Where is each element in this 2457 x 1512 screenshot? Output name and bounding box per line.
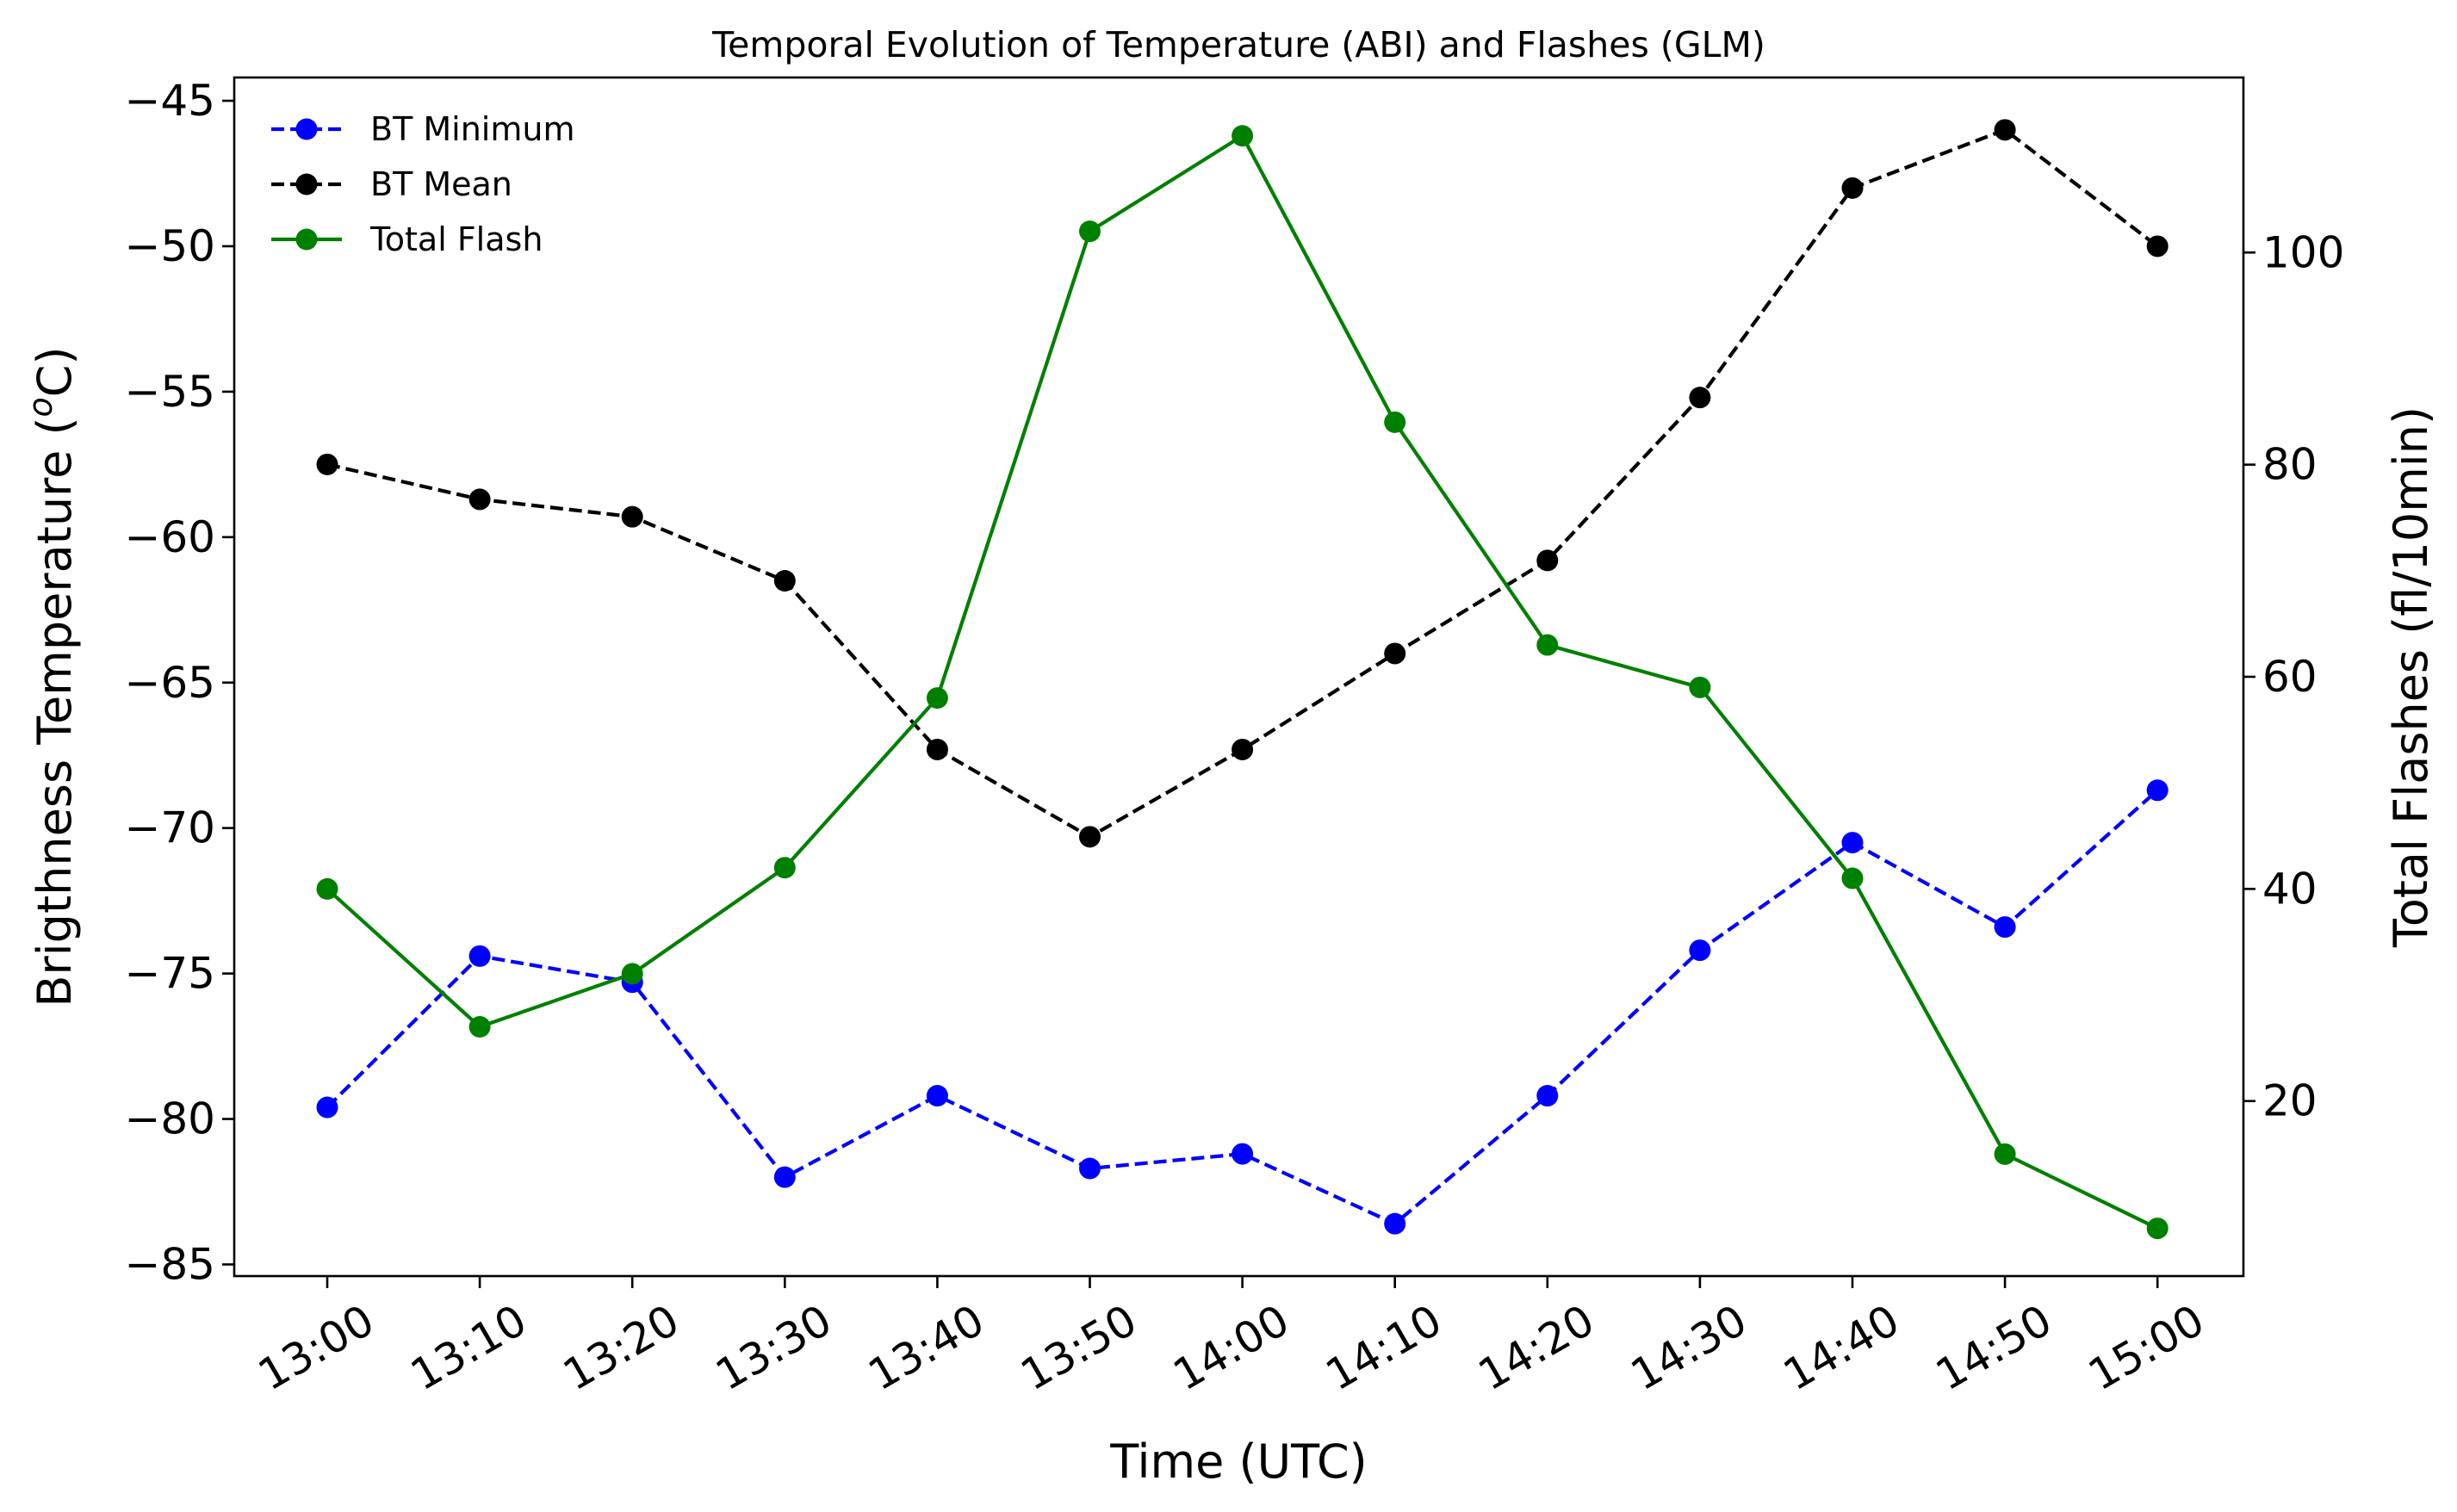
data-point: [468, 945, 491, 967]
data-point: [1841, 832, 1864, 854]
data-point: [316, 877, 338, 900]
y-left-tick-label: −45: [124, 76, 215, 126]
series-line: [326, 127, 2159, 839]
y-axis-left-label-base: Brigthness Temperature (: [28, 417, 82, 1007]
data-point: [926, 738, 948, 760]
data-point: [1079, 826, 1101, 848]
legend-item: BT Mean: [271, 165, 512, 203]
y-right-tick-label: 100: [2262, 227, 2344, 277]
y-axis-right: 20 40 60 80 100: [2243, 227, 2344, 1126]
x-tick-label: 14:30: [1622, 1295, 1755, 1400]
x-tick-label: 14:20: [1470, 1295, 1603, 1400]
legend-label: BT Minimum: [370, 110, 574, 148]
series-bt-mean: [316, 119, 2168, 848]
y-left-tick-label: −75: [124, 949, 215, 999]
data-point: [773, 570, 796, 592]
y-left-tick-label: −65: [124, 658, 215, 708]
x-tick-label: 14:50: [1927, 1295, 2060, 1400]
data-point: [1689, 939, 1711, 962]
data-point: [773, 1166, 796, 1188]
y-left-tick-label: −80: [124, 1094, 215, 1144]
data-point: [316, 453, 338, 475]
x-tick-label: 14:40: [1775, 1295, 1908, 1400]
y-left-tick-label: −55: [124, 367, 215, 417]
y-right-tick-label: 20: [2262, 1076, 2317, 1126]
data-point: [1384, 1212, 1406, 1235]
data-point: [926, 1085, 948, 1107]
y-left-tick-label: −50: [124, 221, 215, 271]
data-point: [2146, 235, 2168, 257]
data-point: [2146, 1218, 2168, 1240]
y-axis-left-label-sup: o: [22, 397, 59, 417]
y-axis-left-label-unit: C): [28, 346, 82, 397]
data-point: [1536, 1085, 1559, 1107]
x-tick-label: 13:40: [860, 1295, 993, 1400]
data-point: [1384, 642, 1406, 665]
series-total-flash: [316, 125, 2168, 1240]
data-point: [1994, 916, 2016, 939]
data-point: [2146, 779, 2168, 802]
data-point: [1384, 411, 1406, 433]
legend-marker-swatch: [295, 118, 318, 140]
chart-title: Temporal Evolution of Temperature (ABI) …: [711, 24, 1765, 65]
x-tick-label: 13:20: [555, 1295, 687, 1400]
legend-item: BT Minimum: [271, 110, 574, 148]
data-point: [468, 488, 491, 511]
x-tick-label: 13:30: [708, 1295, 841, 1400]
data-point: [1232, 738, 1254, 760]
x-tick-label: 15:00: [2080, 1295, 2212, 1400]
x-axis-label: Time (UTC): [1109, 1435, 1368, 1489]
legend-label: Total Flash: [369, 220, 543, 258]
x-axis: 13:00 13:10 13:20 13:30 13:40 13:50 14:00 14:10…: [250, 1276, 2212, 1400]
x-tick-label: 14:00: [1165, 1295, 1298, 1400]
y-axis-left: −85 −80 −75 −70 −65 −60 −55 −50 −45: [124, 76, 234, 1289]
y-left-tick-label: −60: [124, 512, 215, 562]
x-tick-label: 13:50: [1013, 1295, 1145, 1400]
data-point: [621, 505, 643, 528]
plot-area: [316, 119, 2168, 1240]
data-point: [1536, 634, 1559, 656]
data-point: [621, 963, 643, 985]
legend-item: Total Flash: [271, 220, 543, 258]
data-point: [316, 1096, 338, 1119]
series-bt-minimum: [316, 779, 2168, 1235]
data-point: [468, 1016, 491, 1038]
y-axis-right-label: Total Flashes (fl/10min): [2384, 406, 2438, 948]
y-right-tick-label: 60: [2262, 652, 2317, 702]
legend-label: BT Mean: [370, 165, 512, 203]
data-point: [1079, 1157, 1101, 1180]
y-left-tick-label: −70: [124, 803, 215, 853]
x-tick-label: 13:00: [250, 1295, 382, 1400]
data-point: [1841, 177, 1864, 199]
data-point: [926, 687, 948, 710]
y-left-tick-label: −85: [124, 1239, 215, 1289]
data-point: [1841, 867, 1864, 889]
y-right-tick-label: 80: [2262, 440, 2317, 490]
data-point: [1232, 1143, 1254, 1165]
data-point: [1994, 1143, 2016, 1165]
y-right-tick-label: 40: [2262, 864, 2317, 914]
x-tick-label: 13:10: [402, 1295, 535, 1400]
data-point: [1536, 549, 1559, 572]
data-point: [773, 857, 796, 879]
legend: BT Minimum BT Mean Total Flash: [271, 110, 574, 258]
data-point: [1079, 220, 1101, 243]
series-line: [326, 133, 2159, 1230]
data-point: [1689, 387, 1711, 409]
legend-marker-swatch: [295, 228, 318, 251]
data-point: [1689, 676, 1711, 698]
data-point: [1232, 125, 1254, 147]
legend-marker-swatch: [295, 173, 318, 195]
y-axis-left-label: Brigthness Temperature (oC): [22, 346, 82, 1007]
x-tick-label: 14:10: [1318, 1295, 1450, 1400]
data-point: [1994, 119, 2016, 141]
